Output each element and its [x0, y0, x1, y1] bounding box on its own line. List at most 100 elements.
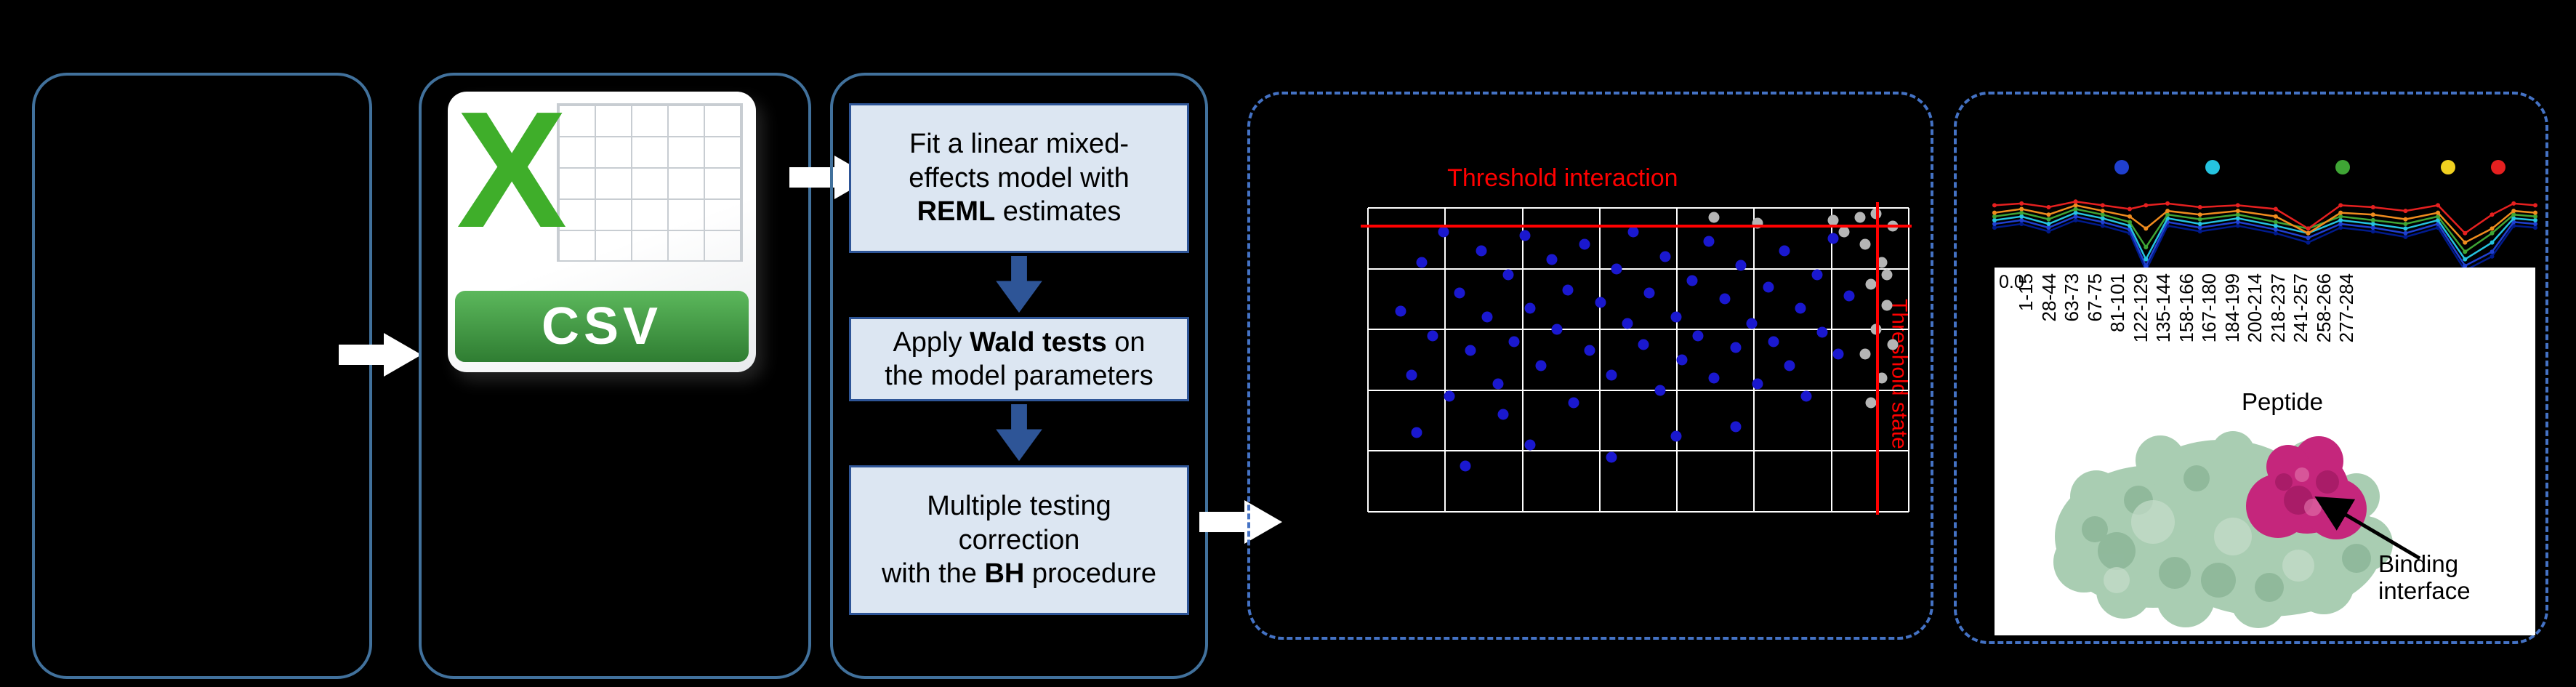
- data-point: [1708, 372, 1720, 384]
- step-box: Fit a linear mixed-effects model with REM…: [849, 103, 1189, 253]
- gridline-vertical: [1599, 208, 1601, 512]
- peptide-tick-label: 258-266: [2312, 273, 2335, 343]
- gridline-horizontal: [1368, 329, 1909, 331]
- gridline-vertical: [1521, 208, 1524, 512]
- legend-dot: [2491, 160, 2506, 174]
- data-point: [1568, 397, 1579, 409]
- gridline-vertical: [1908, 208, 1909, 512]
- csv-banner-label: CSV: [455, 291, 749, 362]
- peptide-axis-title: Peptide: [2242, 388, 2323, 415]
- data-point: [1460, 460, 1471, 472]
- data-point: [1784, 360, 1795, 371]
- gridline-vertical: [1444, 208, 1446, 512]
- data-point: [1606, 451, 1617, 463]
- data-point: [1779, 245, 1790, 257]
- step-down-arrow-icon: [849, 253, 1189, 317]
- step-line: with the BH procedure: [881, 558, 1157, 590]
- data-point: [1502, 269, 1514, 281]
- data-point: [1730, 421, 1742, 433]
- panel-global-scatter-plot: Threshold interaction Threshold state: [1247, 92, 1933, 640]
- peptide-tick-label: 135-144: [2152, 273, 2174, 343]
- gridline-horizontal: [1368, 389, 1909, 391]
- data-point: [1752, 378, 1763, 390]
- step-box: Multiple testing correction with the BH pr…: [849, 465, 1189, 615]
- data-point: [1746, 318, 1758, 329]
- csv-file-icon: X CSV: [448, 78, 756, 372]
- data-point: [1438, 226, 1449, 238]
- data-point: [1481, 311, 1493, 323]
- legend-dot: [2205, 160, 2221, 174]
- threshold-state-label: Threshold state: [1887, 299, 1912, 450]
- excel-x-logo: X: [456, 78, 568, 262]
- data-point: [1768, 336, 1779, 347]
- steps-flow: Fit a linear mixed-effects model with REM…: [833, 76, 1205, 676]
- data-point: [1584, 345, 1595, 356]
- data-point: [1843, 290, 1855, 302]
- peptide-tick-label: 81-101: [2106, 273, 2128, 332]
- data-point: [1492, 378, 1504, 390]
- data-point: [1497, 409, 1509, 420]
- data-point: [1670, 311, 1682, 323]
- peptide-tick-label: 28-44: [2037, 273, 2060, 322]
- data-point: [1611, 263, 1622, 275]
- data-point: [1719, 293, 1731, 305]
- peptide-tick-label: 122-129: [2129, 273, 2152, 343]
- data-point: [1524, 439, 1536, 451]
- step-line: the model parameters: [885, 361, 1154, 391]
- step-line: REML estimates: [917, 196, 1122, 228]
- gridline-vertical: [1830, 208, 1832, 512]
- legend-dot: [2114, 160, 2129, 174]
- step-down-arrow-icon: [849, 401, 1189, 465]
- data-point: [1735, 260, 1747, 271]
- step-line: Apply Wald tests on: [893, 326, 1146, 358]
- data-point: [1811, 269, 1823, 281]
- data-point: [1519, 230, 1531, 241]
- panel-csv-export: X CSV: [419, 73, 811, 679]
- data-point: [1865, 397, 1877, 409]
- flow-arrow-icon: [339, 329, 426, 381]
- peptide-tick-label: 67-75: [2083, 273, 2106, 322]
- binding-interface-label: Binding interface: [2378, 550, 2471, 604]
- gridline-vertical: [1367, 208, 1369, 512]
- step-line: Fit a linear mixed-: [909, 129, 1129, 160]
- data-point: [1686, 275, 1698, 286]
- data-point: [1562, 284, 1574, 296]
- panel-experimental-input: [32, 73, 372, 679]
- data-point: [1832, 348, 1844, 360]
- legend-dot: [2335, 160, 2350, 174]
- data-point: [1859, 348, 1871, 360]
- data-point: [1395, 305, 1406, 317]
- data-point: [1465, 345, 1476, 356]
- data-point: [1579, 238, 1590, 250]
- legend-dot: [2441, 160, 2456, 174]
- data-point: [1763, 281, 1774, 293]
- data-point: [1551, 324, 1563, 335]
- data-point: [1627, 226, 1639, 238]
- data-point: [1692, 330, 1704, 342]
- protein-structure-image: [2053, 431, 2393, 628]
- spreadsheet-grid-icon: [557, 103, 743, 262]
- uptake-chart-svg: [1992, 199, 2537, 273]
- peptide-tick-label: 1-15: [2015, 273, 2037, 312]
- data-point: [1887, 339, 1899, 350]
- data-point: [1416, 257, 1428, 268]
- data-point: [1638, 339, 1649, 350]
- data-point: [1659, 251, 1671, 262]
- panel-statistical-modeling: Fit a linear mixed-effects model with REM…: [830, 73, 1208, 679]
- data-point: [1881, 300, 1893, 311]
- data-point: [1654, 385, 1666, 396]
- data-point: [1865, 278, 1877, 289]
- data-point: [1535, 360, 1547, 371]
- peptide-tick-label: 158-166: [2175, 273, 2197, 343]
- step-line: Multiple testing: [927, 491, 1111, 522]
- data-point: [1816, 326, 1828, 338]
- results-figure-background: 0.0 1-15 28-44 63-73 67-75 81-101 122-129 135-…: [1995, 268, 2535, 635]
- data-point: [1454, 287, 1465, 299]
- peptide-tick-label: 184-199: [2221, 273, 2243, 343]
- data-point: [1854, 212, 1866, 223]
- peptide-tick-label: 200-214: [2244, 273, 2266, 343]
- data-point: [1730, 342, 1742, 353]
- data-point: [1708, 212, 1720, 223]
- data-point: [1406, 369, 1417, 381]
